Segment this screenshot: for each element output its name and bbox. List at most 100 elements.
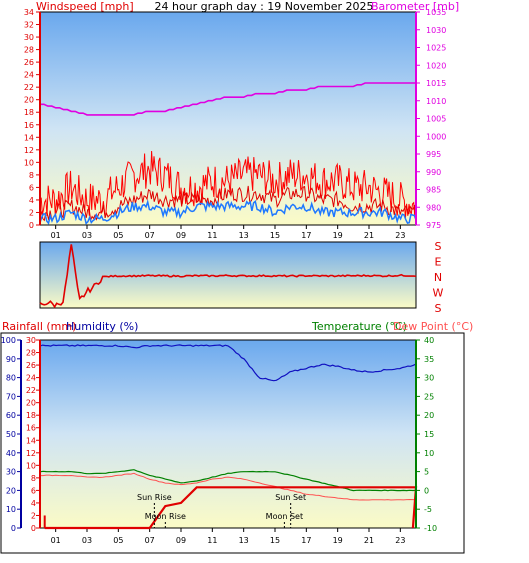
barometer-tick-label: 975 (426, 221, 441, 230)
windspeed-tick-label: 4 (29, 196, 34, 205)
time-tick-label: 11 (207, 536, 217, 545)
barometer-axis-label: Barometer [mb] (371, 0, 459, 13)
rain-tick-label: 18 (26, 411, 36, 420)
rain-tick-label: 10 (26, 461, 36, 470)
rain-tick-label: 14 (26, 436, 36, 445)
barometer-tick-label: 1000 (426, 132, 446, 141)
humidity-tick-label: 30 (6, 468, 16, 477)
windspeed-tick-label: 20 (24, 96, 34, 105)
windspeed-tick-label: 8 (29, 171, 34, 180)
rain-tick-label: 12 (26, 449, 36, 458)
rain-tick-label: 0 (31, 524, 36, 533)
barometer-ticks: 975 980 985 990 995 1000 1005 1010 1015 1020 1025 1… (416, 8, 446, 230)
windspeed-tick-label: 0 (29, 221, 34, 230)
humidity-series-line (39, 344, 417, 382)
time-tick-label: 13 (239, 231, 249, 240)
barometer-tick-label: 1015 (426, 79, 446, 88)
rain-tick-label: 2 (31, 511, 36, 520)
average-wind-series-line (39, 199, 417, 225)
temperature-tick-label: 5 (424, 468, 429, 477)
direction-series (39, 244, 417, 309)
rain-tick-label: 4 (31, 499, 36, 508)
humidity-tick-label: 100 (1, 336, 16, 345)
direction-series-line (39, 244, 417, 309)
temperature-axis-label: Temperature (°C) (311, 320, 407, 333)
windspeed-axis-label: Windspeed [mph] (36, 0, 134, 13)
temperature-tick-label: 10 (424, 449, 434, 458)
time-tick-label: 15 (270, 536, 280, 545)
humidity-tick-label: 80 (6, 374, 16, 383)
humidity-axis-label: Humidity (%) (66, 320, 138, 333)
time-tick-label: 15 (270, 231, 280, 240)
event-label: Sun Rise (137, 493, 172, 502)
time-tick-label: 01 (51, 536, 61, 545)
bottom-time-ticks: 01 03 05 07 09 11 13 15 17 19 21 23 (51, 528, 405, 545)
temperature-ticks: -10 -5 0 5 10 15 20 25 30 35 40 (416, 336, 437, 533)
time-tick-label: 19 (333, 536, 343, 545)
time-tick-label: 03 (82, 536, 92, 545)
temperature-tick-label: 20 (424, 411, 434, 420)
rain-tick-label: 26 (26, 361, 36, 370)
windspeed-tick-label: 34 (24, 8, 34, 17)
barometer-series-line (40, 82, 416, 116)
time-tick-label: 01 (51, 231, 61, 240)
chart-title: 24 hour graph day : 19 November 2025 (154, 0, 373, 13)
barometer-tick-label: 1030 (426, 26, 446, 35)
outer-frame-bottom (0, 332, 465, 554)
time-tick-label: 07 (145, 231, 155, 240)
humidity-tick-label: 50 (6, 430, 16, 439)
windspeed-tick-label: 26 (24, 58, 34, 67)
time-tick-label: 05 (113, 231, 123, 240)
barometer-tick-label: 990 (426, 168, 441, 177)
sun-moon-events: Sun Rise Sun Set Moon Rise Moon Set (137, 493, 306, 528)
rainfall-axis-label: Rainfall (mm) (2, 320, 76, 333)
time-tick-label: 21 (364, 536, 374, 545)
time-tick-label: 17 (301, 231, 311, 240)
humidity-ticks: 0 10 20 30 40 50 60 70 80 90 100 (1, 336, 21, 533)
time-tick-label: 23 (395, 231, 405, 240)
rain-tick-label: 28 (26, 349, 36, 358)
humidity-tick-label: 10 (6, 505, 16, 514)
time-tick-label: 11 (207, 231, 217, 240)
temperature-series-line (39, 469, 417, 492)
direction-label: E (435, 256, 442, 269)
event-label: Moon Rise (145, 512, 186, 521)
direction-label: S (435, 302, 442, 315)
barometer-tick-label: 985 (426, 186, 441, 195)
dewpoint-series-line (40, 472, 417, 501)
barometer-tick-label: 980 (426, 203, 441, 212)
time-tick-label: 21 (364, 231, 374, 240)
direction-label: N (434, 271, 442, 284)
barometer-tick-label: 1005 (426, 115, 446, 124)
time-tick-label: 07 (145, 536, 155, 545)
time-tick-label: 09 (176, 536, 186, 545)
windspeed-tick-label: 10 (24, 158, 34, 167)
temperature-tick-label: 35 (424, 355, 434, 364)
barometer-tick-label: 1020 (426, 61, 446, 70)
time-tick-label: 05 (113, 536, 123, 545)
humidity-tick-label: 90 (6, 355, 16, 364)
temperature-tick-label: -10 (424, 524, 437, 533)
rain-tick-label: 22 (26, 386, 36, 395)
windspeed-tick-label: 2 (29, 208, 34, 217)
humidity-tick-label: 40 (6, 449, 16, 458)
rain-tick-label: 24 (26, 374, 36, 383)
direction-label: W (433, 287, 444, 300)
rain-tick-label: 20 (26, 399, 36, 408)
wind-series (39, 82, 417, 225)
rain-tick-label: 16 (26, 424, 36, 433)
time-tick-label: 03 (82, 231, 92, 240)
temperature-tick-label: 25 (424, 392, 434, 401)
humidity-tick-label: 60 (6, 411, 16, 420)
windspeed-tick-label: 22 (24, 83, 34, 92)
time-tick-label: 13 (239, 536, 249, 545)
rain-tick-label: 30 (26, 336, 36, 345)
windspeed-tick-label: 6 (29, 183, 34, 192)
temperature-series (39, 344, 418, 530)
barometer-tick-label: 1035 (426, 8, 446, 17)
